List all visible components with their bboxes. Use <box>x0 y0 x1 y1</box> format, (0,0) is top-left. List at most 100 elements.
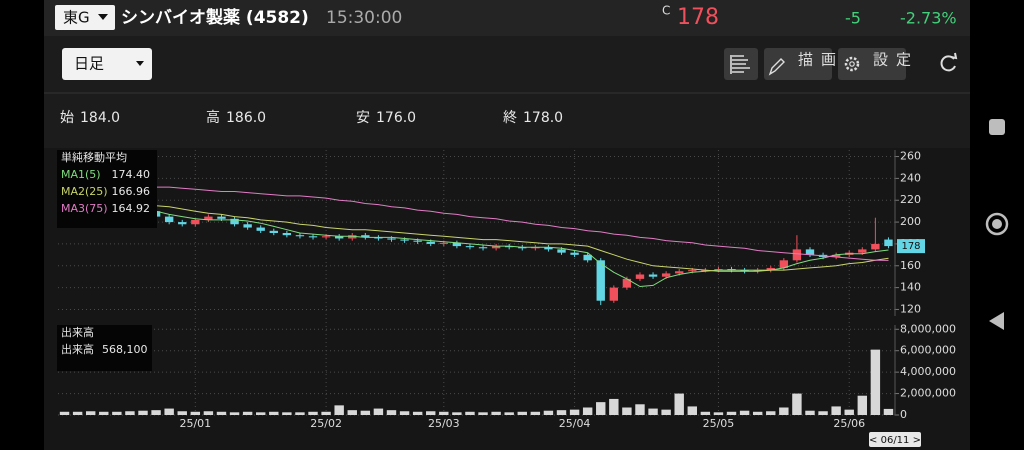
nav-back[interactable] <box>989 312 1004 330</box>
y-tick-label: 140 <box>900 281 921 294</box>
left-edge <box>0 0 44 450</box>
refresh-arrow <box>950 52 958 60</box>
volume-bar <box>373 408 384 415</box>
settings-label[interactable]: 設定 <box>873 51 919 69</box>
date-badge: < 06/11 > <box>869 435 921 446</box>
candle-body <box>622 278 632 288</box>
volume-bar <box>700 411 711 415</box>
volume-legend-label: 出来高 <box>61 342 94 356</box>
candle-body <box>544 247 553 250</box>
volume-bar <box>609 398 619 415</box>
candle-body <box>505 246 514 248</box>
candle-body <box>661 273 671 277</box>
volume-bar <box>857 395 868 415</box>
volume-bar <box>308 411 318 415</box>
moving-average-line <box>64 191 889 272</box>
volume-bar <box>517 411 527 415</box>
volume-bar <box>386 410 397 415</box>
price-tag-box <box>897 239 925 254</box>
draw-label[interactable]: 描画 <box>798 51 844 69</box>
candle-body <box>465 246 475 248</box>
candle-body <box>583 254 592 261</box>
volume-bar <box>177 411 187 415</box>
refresh-button[interactable] <box>940 52 958 72</box>
market-select-box[interactable] <box>55 5 115 30</box>
candle-body <box>282 233 292 236</box>
volume-bar <box>752 411 763 415</box>
y-tick-label: 2,000,000 <box>900 387 956 400</box>
period-select[interactable]: 日足 <box>62 48 152 80</box>
market-select[interactable]: 東G <box>55 5 115 30</box>
volume-bar <box>818 411 828 415</box>
candle-body <box>217 216 226 219</box>
volume-bar <box>282 412 292 415</box>
volume-bar <box>295 412 305 415</box>
candle-body <box>701 270 710 272</box>
volume-bar <box>151 410 161 415</box>
candle-body <box>387 238 396 240</box>
volume-bar <box>256 412 266 415</box>
high-value: 186.0 <box>226 110 266 126</box>
candle-body <box>805 249 815 255</box>
indicator-button[interactable] <box>724 48 758 80</box>
nav-recents[interactable] <box>989 119 1005 135</box>
volume-bar <box>125 411 135 415</box>
volume-bar <box>465 411 475 415</box>
volume-bar <box>713 412 724 415</box>
volume-bar <box>622 407 632 415</box>
candle-body <box>321 236 331 238</box>
candle-body <box>779 260 789 268</box>
volume-bar <box>661 409 671 415</box>
candle-body <box>348 235 357 239</box>
y-tick-label: 220 <box>900 193 921 206</box>
y-tick-label: 120 <box>900 302 921 315</box>
pencil-icon <box>768 58 785 76</box>
indicator-legend-box <box>57 150 157 228</box>
y-tick-label: 4,000,000 <box>900 365 956 378</box>
refresh-icon[interactable] <box>940 55 956 72</box>
price-tag: 178 <box>901 241 920 252</box>
draw-button-box[interactable] <box>764 48 832 80</box>
x-tick-label: 25/01 <box>179 417 211 430</box>
volume-bar <box>556 410 567 415</box>
period-select-box[interactable] <box>62 48 152 80</box>
volume-bar <box>412 411 423 415</box>
candle-body <box>648 274 658 277</box>
volume-bar <box>543 410 554 415</box>
period-label[interactable]: 日足 <box>74 55 104 73</box>
candle-body <box>871 243 880 250</box>
x-tick-label: 25/05 <box>703 417 735 430</box>
volume-bar <box>883 408 894 415</box>
nav-home[interactable] <box>985 212 1009 236</box>
draw-button[interactable]: 描画 <box>764 48 844 80</box>
candle-body <box>740 270 749 272</box>
candle-body <box>531 247 540 249</box>
candle-body <box>400 239 409 241</box>
volume-bar <box>164 408 174 415</box>
candle-body <box>557 249 566 253</box>
volume-bar <box>478 412 488 415</box>
volume-bar <box>569 409 580 415</box>
volume-bar <box>242 411 253 415</box>
volume-bar <box>530 411 541 415</box>
volume-bar <box>99 411 109 415</box>
price-change-pct: -2.73% <box>900 9 957 28</box>
candle-body <box>792 249 802 261</box>
settings-button-box[interactable] <box>838 48 906 80</box>
settings-button[interactable]: 設定 <box>838 48 919 80</box>
x-tick-label: 25/02 <box>310 417 342 430</box>
candle-body <box>831 254 841 258</box>
candle-body <box>635 274 645 279</box>
x-tick-label: 25/03 <box>428 417 460 430</box>
volume-bar <box>582 407 593 415</box>
candle-body <box>714 269 723 271</box>
candle-body <box>858 249 867 253</box>
candle-body <box>256 227 265 231</box>
candle-body <box>688 270 697 272</box>
market-label[interactable]: 東G <box>63 9 90 27</box>
candle-body <box>204 216 213 220</box>
volume-bar <box>831 406 841 415</box>
volume-bar <box>85 411 96 415</box>
